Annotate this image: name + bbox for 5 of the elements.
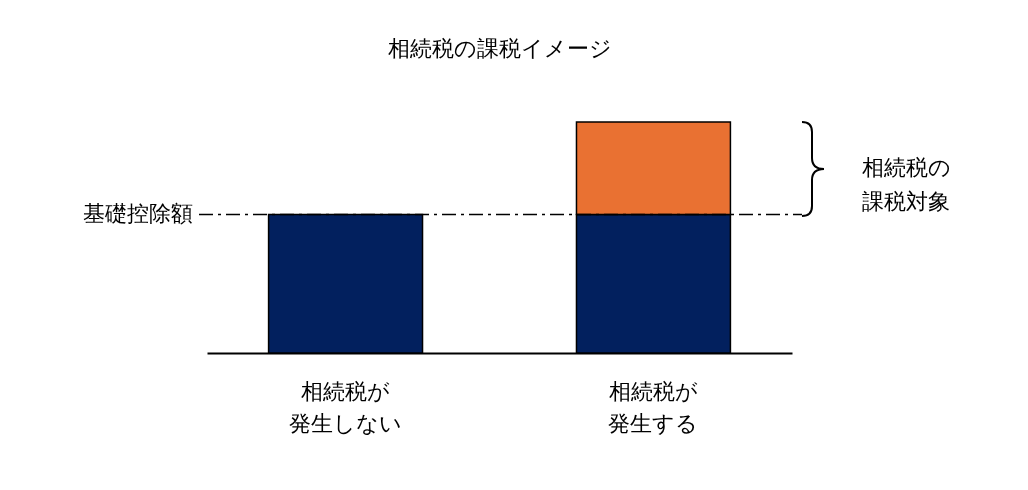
text: 相続税の課税対象 bbox=[862, 155, 951, 214]
x-tick-label: 相続税が発生しない bbox=[289, 378, 403, 436]
ref-line-label: 基礎控除額 bbox=[83, 201, 193, 227]
chart-title: 相続税の課税イメージ bbox=[387, 36, 612, 62]
x-tick-label: 相続税が発生する bbox=[608, 378, 699, 436]
